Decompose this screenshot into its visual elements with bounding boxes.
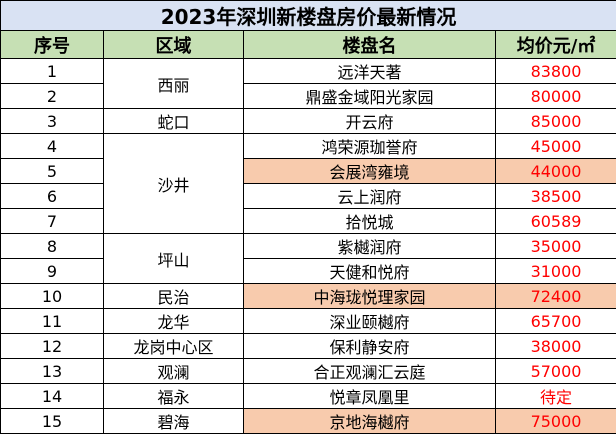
avg-price: 38500 — [496, 184, 616, 209]
avg-price: 57000 — [496, 359, 616, 384]
row-number: 12 — [1, 334, 104, 359]
table-row: 8 坪山 紫樾润府 35000 — [1, 234, 616, 259]
table-row: 13 观澜 合正观澜汇云庭 57000 — [1, 359, 616, 384]
table-row: 10 民治 中海珑悦理家园 72400 — [1, 284, 616, 309]
region-cell: 民治 — [104, 284, 244, 309]
estate-name: 鼎盛金域阳光家园 — [244, 84, 496, 109]
avg-price: 83800 — [496, 59, 616, 84]
avg-price: 85000 — [496, 109, 616, 134]
avg-price: 72400 — [496, 284, 616, 309]
table-row: 5 会展湾雍境 44000 — [1, 159, 616, 184]
header-name: 楼盘名 — [244, 31, 496, 59]
estate-name: 中海珑悦理家园 — [244, 284, 496, 309]
table-row: 2 鼎盛金域阳光家园 80000 — [1, 84, 616, 109]
row-number: 9 — [1, 259, 104, 284]
avg-price: 80000 — [496, 84, 616, 109]
table-row: 12 龙岗中心区 保利静安府 38000 — [1, 334, 616, 359]
avg-price: 45000 — [496, 134, 616, 159]
row-number: 3 — [1, 109, 104, 134]
estate-name: 开云府 — [244, 109, 496, 134]
header-row: 序号 区域 楼盘名 均价元/㎡ — [1, 31, 616, 59]
table-row: 4 沙井 鸿荣源珈誉府 45000 — [1, 134, 616, 159]
estate-name: 合正观澜汇云庭 — [244, 359, 496, 384]
row-number: 14 — [1, 384, 104, 409]
avg-price: 44000 — [496, 159, 616, 184]
region-cell: 龙岗中心区 — [104, 334, 244, 359]
row-number: 13 — [1, 359, 104, 384]
region-cell: 碧海 — [104, 409, 244, 434]
estate-name: 拾悦城 — [244, 209, 496, 234]
table-row: 14 福永 悦章凤凰里 待定 — [1, 384, 616, 409]
row-number: 2 — [1, 84, 104, 109]
estate-name: 会展湾雍境 — [244, 159, 496, 184]
avg-price: 38000 — [496, 334, 616, 359]
avg-price: 待定 — [496, 384, 616, 409]
avg-price: 65700 — [496, 309, 616, 334]
estate-name: 悦章凤凰里 — [244, 384, 496, 409]
region-cell: 龙华 — [104, 309, 244, 334]
estate-name: 保利静安府 — [244, 334, 496, 359]
table-row: 9 天健和悦府 31000 — [1, 259, 616, 284]
row-number: 4 — [1, 134, 104, 159]
row-number: 15 — [1, 409, 104, 434]
estate-name: 京地海樾府 — [244, 409, 496, 434]
row-number: 1 — [1, 59, 104, 84]
estate-name: 紫樾润府 — [244, 234, 496, 259]
estate-name: 鸿荣源珈誉府 — [244, 134, 496, 159]
table-row: 15 碧海 京地海樾府 75000 — [1, 409, 616, 434]
header-no: 序号 — [1, 31, 104, 59]
table-row: 3 蛇口 开云府 85000 — [1, 109, 616, 134]
region-cell: 西丽 — [104, 59, 244, 109]
avg-price: 35000 — [496, 234, 616, 259]
estate-name: 云上润府 — [244, 184, 496, 209]
estate-name: 远洋天著 — [244, 59, 496, 84]
avg-price: 31000 — [496, 259, 616, 284]
row-number: 10 — [1, 284, 104, 309]
region-cell: 福永 — [104, 384, 244, 409]
row-number: 11 — [1, 309, 104, 334]
table-row: 1 西丽 远洋天著 83800 — [1, 59, 616, 84]
region-cell: 观澜 — [104, 359, 244, 384]
region-cell: 蛇口 — [104, 109, 244, 134]
table-title: 2023年深圳新楼盘房价最新情况 — [1, 1, 616, 31]
row-number: 6 — [1, 184, 104, 209]
header-price: 均价元/㎡ — [496, 31, 616, 59]
table-row: 6 云上润府 38500 — [1, 184, 616, 209]
header-region: 区域 — [104, 31, 244, 59]
estate-name: 天健和悦府 — [244, 259, 496, 284]
estate-name: 深业颐樾府 — [244, 309, 496, 334]
row-number: 8 — [1, 234, 104, 259]
table-row: 7 拾悦城 60589 — [1, 209, 616, 234]
table-row: 11 龙华 深业颐樾府 65700 — [1, 309, 616, 334]
avg-price: 75000 — [496, 409, 616, 434]
row-number: 7 — [1, 209, 104, 234]
region-cell: 沙井 — [104, 134, 244, 234]
title-row: 2023年深圳新楼盘房价最新情况 — [1, 1, 616, 31]
region-cell: 坪山 — [104, 234, 244, 284]
avg-price: 60589 — [496, 209, 616, 234]
row-number: 5 — [1, 159, 104, 184]
